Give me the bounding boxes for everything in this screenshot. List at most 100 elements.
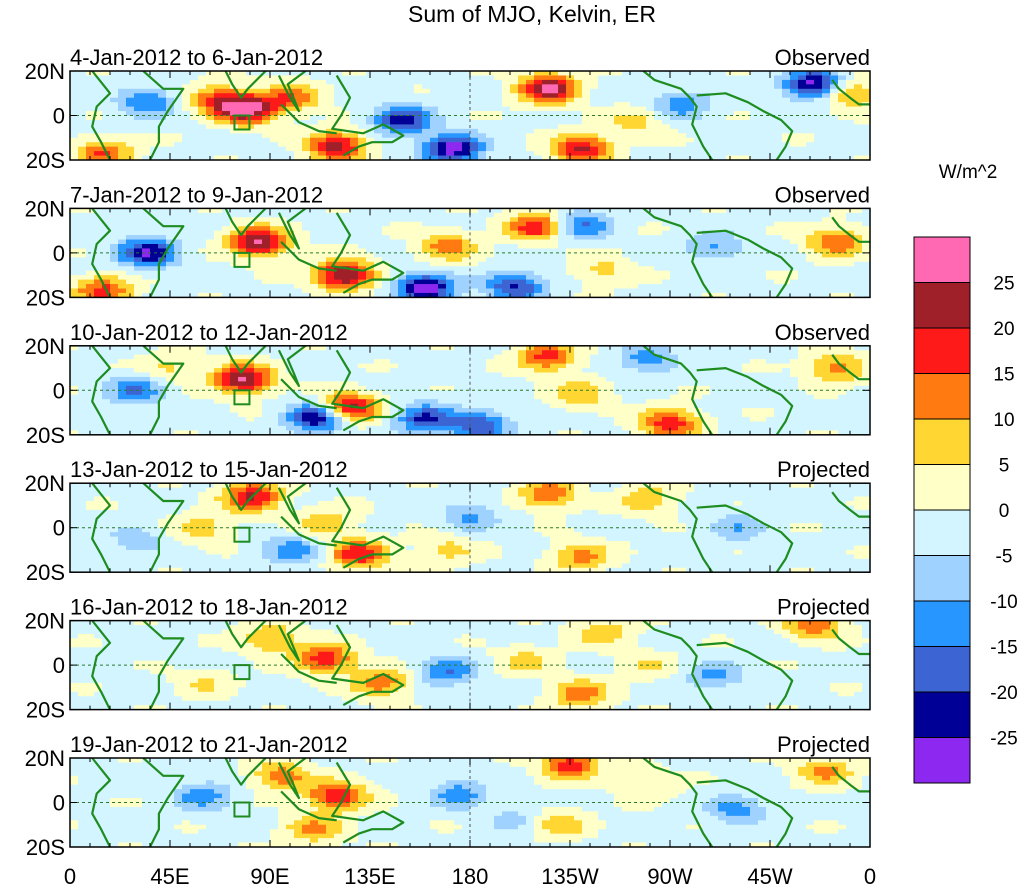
anomaly-cell [390, 79, 399, 85]
anomaly-cell [390, 292, 399, 298]
anomaly-cell [606, 88, 615, 94]
anomaly-cell [78, 266, 87, 272]
anomaly-cell [454, 244, 463, 250]
anomaly-cell [734, 363, 743, 369]
anomaly-cell [446, 350, 455, 356]
anomaly-cell [86, 275, 95, 281]
anomaly-cell [126, 288, 135, 294]
anomaly-cell [806, 151, 815, 157]
anomaly-cell [374, 248, 383, 254]
anomaly-cell [550, 235, 559, 241]
anomaly-cell [686, 146, 695, 152]
anomaly-cell [734, 137, 743, 143]
anomaly-cell [670, 217, 679, 223]
anomaly-cell [190, 226, 199, 232]
anomaly-cell [518, 88, 527, 94]
anomaly-cell [638, 111, 647, 117]
anomaly-cell [326, 146, 335, 152]
anomaly-cell [678, 279, 687, 285]
anomaly-cell [214, 212, 223, 218]
anomaly-cell [406, 368, 415, 374]
anomaly-cell [550, 288, 559, 294]
anomaly-cell [302, 84, 311, 90]
anomaly-cell [70, 257, 79, 263]
anomaly-cell [278, 208, 287, 214]
anomaly-cell [326, 359, 335, 365]
anomaly-cell [422, 155, 431, 160]
anomaly-cell [118, 230, 127, 236]
anomaly-cell [566, 221, 575, 227]
anomaly-cell [326, 235, 335, 241]
anomaly-cell [214, 275, 223, 281]
anomaly-cell [262, 84, 271, 90]
anomaly-cell [318, 350, 327, 356]
anomaly-cell [670, 257, 679, 263]
anomaly-cell [758, 102, 767, 108]
anomaly-cell [302, 248, 311, 254]
anomaly-cell [270, 230, 279, 236]
anomaly-cell [790, 235, 799, 241]
anomaly-cell [702, 359, 711, 365]
anomaly-cell [286, 115, 295, 121]
anomaly-cell [638, 71, 647, 77]
anomaly-cell [734, 133, 743, 139]
anomaly-cell [462, 368, 471, 374]
anomaly-cell [102, 137, 111, 143]
anomaly-cell [750, 354, 759, 360]
anomaly-cell [470, 248, 479, 254]
anomaly-cell [598, 275, 607, 281]
anomaly-cell [182, 354, 191, 360]
anomaly-cell [166, 97, 175, 103]
anomaly-cell [366, 257, 375, 263]
anomaly-cell [390, 221, 399, 227]
anomaly-cell [230, 350, 239, 356]
anomaly-cell [118, 151, 127, 157]
anomaly-cell [510, 363, 519, 369]
anomaly-cell [550, 146, 559, 152]
anomaly-cell [214, 102, 223, 108]
anomaly-cell [494, 226, 503, 232]
anomaly-cell [822, 84, 831, 90]
anomaly-cell [782, 359, 791, 365]
anomaly-cell [206, 284, 215, 290]
anomaly-cell [710, 363, 719, 369]
anomaly-cell [806, 252, 815, 258]
anomaly-cell [470, 102, 479, 108]
anomaly-cell [478, 93, 487, 99]
anomaly-cell [190, 279, 199, 285]
anomaly-cell [502, 142, 511, 148]
anomaly-cell [222, 151, 231, 157]
anomaly-cell [382, 363, 391, 369]
anomaly-cell [406, 124, 415, 130]
anomaly-cell [486, 106, 495, 112]
anomaly-cell [102, 284, 111, 290]
anomaly-cell [710, 88, 719, 94]
anomaly-cell [470, 79, 479, 85]
anomaly-cell [710, 71, 719, 77]
anomaly-cell [142, 75, 151, 81]
anomaly-cell [230, 88, 239, 94]
anomaly-cell [542, 106, 551, 112]
anomaly-cell [142, 288, 151, 294]
anomaly-cell [846, 221, 855, 227]
anomaly-cell [750, 279, 759, 285]
anomaly-cell [158, 230, 167, 236]
anomaly-cell [678, 75, 687, 81]
anomaly-cell [174, 270, 183, 276]
anomaly-cell [510, 119, 519, 125]
anomaly-cell [830, 235, 839, 241]
anomaly-cell [462, 279, 471, 285]
anomaly-cell [710, 146, 719, 152]
anomaly-cell [822, 345, 831, 351]
anomaly-cell [454, 137, 463, 143]
anomaly-cell [310, 128, 319, 134]
anomaly-cell [430, 284, 439, 290]
anomaly-cell [774, 257, 783, 263]
anomaly-cell [182, 252, 191, 258]
anomaly-cell [350, 133, 359, 139]
anomaly-cell [118, 350, 127, 356]
anomaly-cell [462, 93, 471, 99]
anomaly-cell [422, 368, 431, 374]
anomaly-cell [446, 261, 455, 267]
anomaly-cell [606, 115, 615, 121]
